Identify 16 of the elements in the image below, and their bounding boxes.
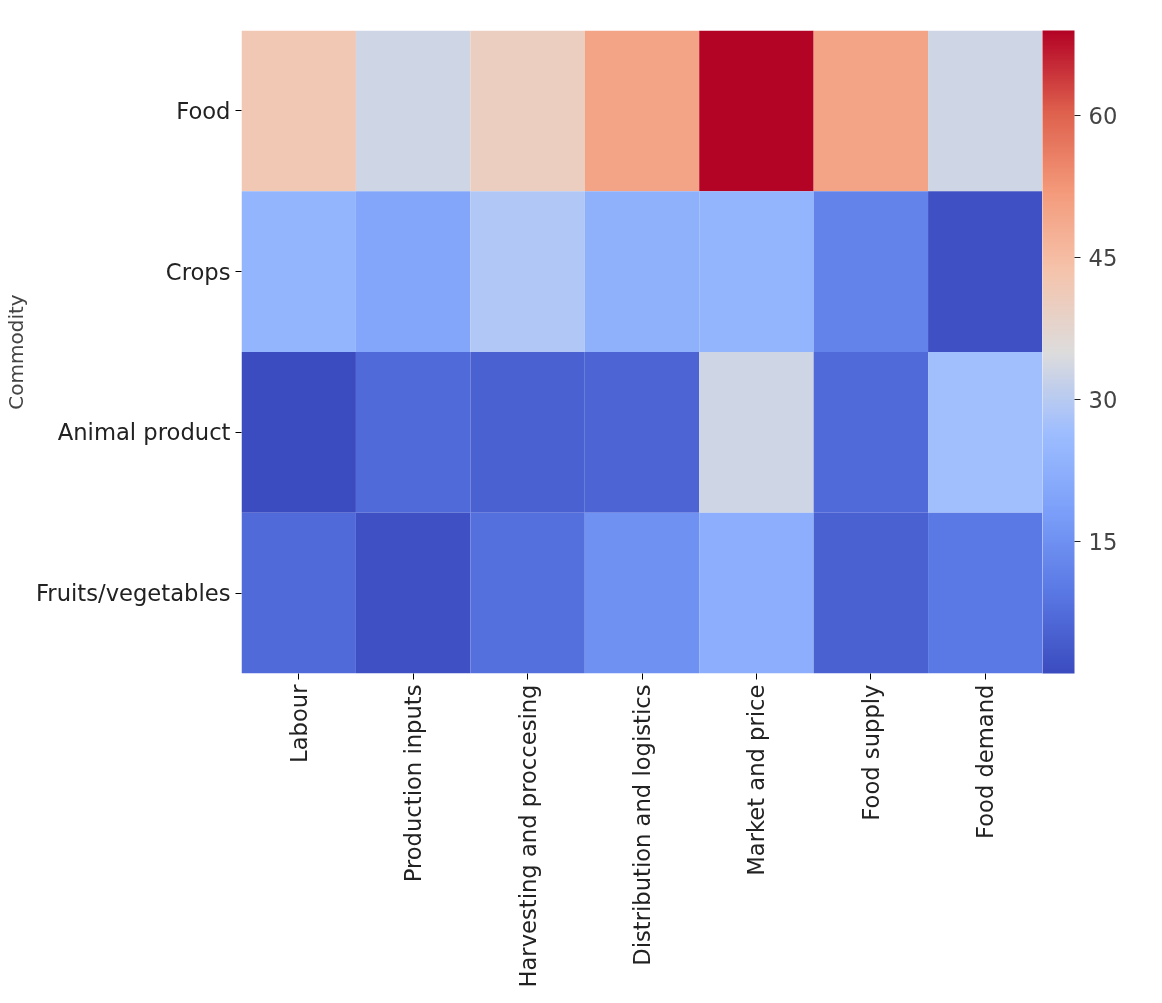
y-tick-label: Crops bbox=[165, 258, 231, 285]
x-tick-label: Market and price bbox=[743, 684, 770, 876]
color-bar-label: 30 bbox=[1088, 386, 1118, 413]
color-bar-label: 15 bbox=[1088, 528, 1118, 555]
x-tick-label: Food supply bbox=[857, 684, 884, 821]
x-tick-label: Production inputs bbox=[400, 684, 427, 883]
y-tick-label: Food bbox=[176, 97, 231, 124]
color-bar-label: 60 bbox=[1088, 103, 1118, 130]
x-tick-label: Harvesting and proccesing bbox=[514, 684, 541, 988]
y-tick-label: Fruits/vegetables bbox=[35, 580, 231, 607]
y-tick-label: Animal product bbox=[57, 419, 231, 446]
x-tick-label: Food demand bbox=[972, 684, 999, 840]
color-bar-label: 45 bbox=[1088, 244, 1118, 271]
y-axis-title: Commodity bbox=[3, 294, 28, 410]
x-tick-label: Labour bbox=[285, 683, 312, 763]
x-tick-label: Distribution and logistics bbox=[629, 684, 655, 966]
